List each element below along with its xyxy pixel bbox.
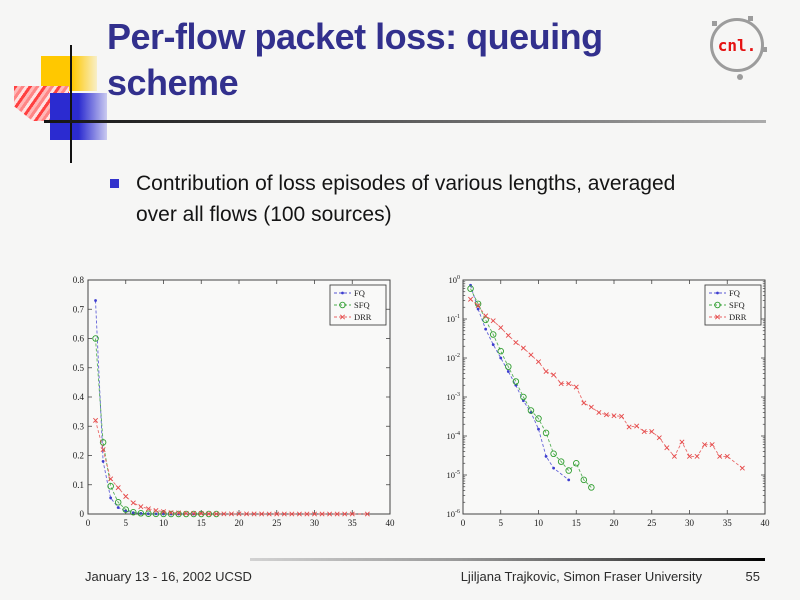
cnl-logo-text: cnl. (717, 35, 757, 55)
decoration-vertical-line (70, 45, 72, 163)
svg-text:35: 35 (348, 518, 358, 528)
svg-text:10-4: 10-4 (447, 431, 461, 441)
chart-legend: FQ SFQ DRR (329, 284, 387, 326)
svg-text:100: 100 (449, 275, 461, 285)
decoration-blue-square (50, 93, 107, 140)
cnl-logo-tick-icon (712, 21, 717, 26)
series-DRR (93, 417, 370, 517)
svg-text:0.8: 0.8 (73, 275, 85, 285)
svg-text:20: 20 (610, 518, 620, 528)
footer-author: Ljiljana Trajkovic, Simon Fraser Univers… (460, 569, 702, 584)
svg-text:0: 0 (86, 518, 91, 528)
left-chart-linear-scale: 0 5 10 15 20 25 30 35 40 0 0.1 0.2 0.3 0.4 0.5 0.6 0.7 0.… (73, 275, 396, 528)
svg-text:10: 10 (534, 518, 544, 528)
footer-date: January 13 - 16, 2002 UCSD (85, 569, 252, 584)
bullet-square-icon (110, 179, 119, 188)
cnl-logo-dot-icon (737, 74, 743, 80)
svg-text:0.5: 0.5 (73, 363, 85, 373)
bullet-item: Contribution of loss episodes of various… (110, 168, 710, 230)
svg-text:20: 20 (235, 518, 245, 528)
svg-text:5: 5 (124, 518, 129, 528)
svg-text:15: 15 (197, 518, 207, 528)
svg-text:30: 30 (310, 518, 320, 528)
chart-legend: FQ SFQ DRR (704, 284, 762, 326)
svg-text:25: 25 (647, 518, 657, 528)
svg-text:15: 15 (572, 518, 582, 528)
page-number: 55 (745, 569, 760, 584)
series-SFQ (92, 335, 220, 518)
svg-text:DRR: DRR (729, 312, 747, 322)
bullet-text: Contribution of loss episodes of various… (136, 172, 676, 226)
svg-text:5: 5 (499, 518, 504, 528)
svg-text:30: 30 (685, 518, 695, 528)
svg-text:35: 35 (723, 518, 733, 528)
svg-text:0.6: 0.6 (73, 334, 85, 344)
svg-text:DRR: DRR (354, 312, 372, 322)
svg-text:25: 25 (272, 518, 282, 528)
decoration-yellow-square (41, 56, 97, 91)
svg-text:FQ: FQ (354, 288, 365, 298)
series-DRR (468, 296, 745, 471)
svg-text:40: 40 (761, 518, 771, 528)
svg-text:0: 0 (80, 509, 85, 519)
svg-text:40: 40 (386, 518, 396, 528)
footer-divider (250, 558, 765, 561)
cnl-logo-tick-icon (762, 47, 767, 52)
svg-text:0.3: 0.3 (73, 421, 85, 431)
cnl-logo: cnl. (710, 18, 764, 72)
svg-text:0.2: 0.2 (73, 451, 84, 461)
svg-text:0.1: 0.1 (73, 480, 84, 490)
svg-text:10-5: 10-5 (447, 470, 461, 480)
svg-text:10-6: 10-6 (447, 509, 461, 519)
svg-text:SFQ: SFQ (729, 300, 745, 310)
svg-text:SFQ: SFQ (354, 300, 370, 310)
svg-text:0: 0 (461, 518, 466, 528)
slide-title: Per-flow packet loss: queuing scheme (107, 16, 603, 103)
cnl-logo-tick-icon (748, 16, 753, 21)
svg-text:10-1: 10-1 (447, 314, 461, 324)
svg-text:0.7: 0.7 (73, 304, 85, 314)
svg-text:10-3: 10-3 (447, 392, 461, 402)
svg-text:10: 10 (159, 518, 169, 528)
title-underline (44, 120, 766, 123)
svg-text:0.4: 0.4 (73, 392, 85, 402)
svg-text:FQ: FQ (729, 288, 740, 298)
series-SFQ (467, 285, 595, 491)
right-chart-log-scale: 0 5 10 15 20 25 30 35 40 100 10-1 10-2 10-3 10-4 10-5 1… (447, 275, 771, 528)
svg-text:10-2: 10-2 (447, 353, 461, 363)
